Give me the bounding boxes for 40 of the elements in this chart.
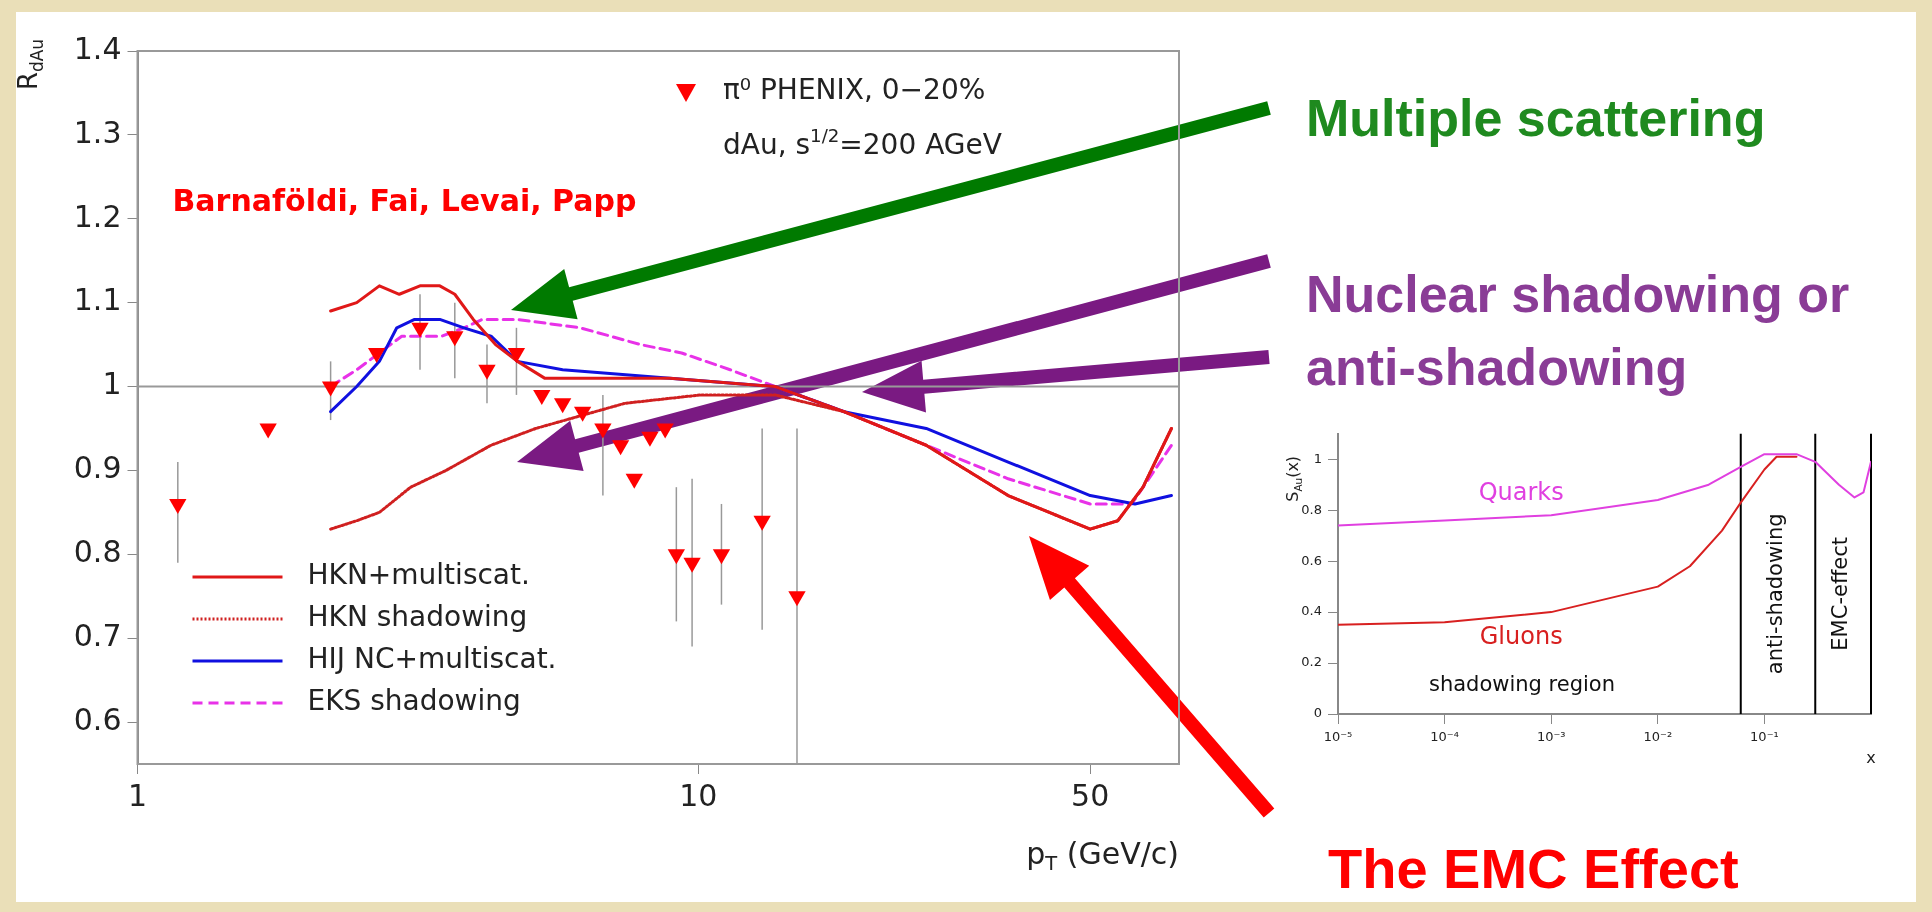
y-tick-label: 0 <box>1313 705 1322 721</box>
series-label: Gluons <box>1479 622 1563 651</box>
x-tick-label: 10⁻³ <box>1536 729 1566 745</box>
annotation: Barnaföldi, Fai, Levai, Papp <box>172 182 637 218</box>
legend-label: π⁰ PHENIX, 0−20% <box>723 73 986 107</box>
x-tick-label: 10⁻⁴ <box>1430 729 1459 745</box>
text: The EMC Effect <box>1328 836 1740 902</box>
y-tick-label: 1 <box>1313 450 1322 466</box>
y-tick-label: 0.2 <box>1301 654 1322 670</box>
x-tick-label: 10 <box>679 777 718 813</box>
y-tick-label: 0.6 <box>1301 552 1322 568</box>
y-tick-label: 0.7 <box>73 617 122 653</box>
y-tick-label: 1.4 <box>73 30 122 66</box>
legend-label: HKN shadowing <box>307 600 528 634</box>
text: Nuclear shadowing or anti-shadowing <box>1306 264 1851 398</box>
annotation: shadowing region <box>1428 672 1616 697</box>
x-tick-label: 50 <box>1071 777 1110 813</box>
y-tick-label: 1.3 <box>73 114 122 150</box>
y-tick-label: 1 <box>102 366 122 402</box>
legend-label: EKS shadowing <box>307 684 521 718</box>
x-tick-label: 10⁻¹ <box>1750 729 1779 745</box>
y-tick-label: 1.1 <box>73 282 122 318</box>
x-tick-label: 1 <box>127 777 148 813</box>
y-tick-label: 0.8 <box>73 534 122 570</box>
y-tick-label: 1.2 <box>73 198 122 234</box>
series-label: Quarks <box>1478 477 1564 506</box>
y-tick-label: 0.9 <box>73 450 122 486</box>
legend-label: HKN+multiscat. <box>307 558 530 592</box>
y-axis-title: RdAu <box>13 39 47 91</box>
x-axis-title: x <box>1866 748 1876 768</box>
y-tick-label: 0.6 <box>73 701 122 737</box>
y-axis-title: SAu(x) <box>1283 455 1304 502</box>
y-tick-label: 0.4 <box>1301 603 1322 619</box>
legend-label: HIJ NC+multiscat. <box>307 642 557 676</box>
annotation: EMC-effect <box>1828 536 1853 651</box>
x-tick-label: 10⁻⁵ <box>1323 729 1353 745</box>
annotation: anti-shadowing <box>1763 513 1788 675</box>
x-tick-label: 10⁻² <box>1643 729 1673 745</box>
y-tick-label: 0.8 <box>1301 501 1322 517</box>
text: Multiple scattering <box>1306 88 1767 149</box>
